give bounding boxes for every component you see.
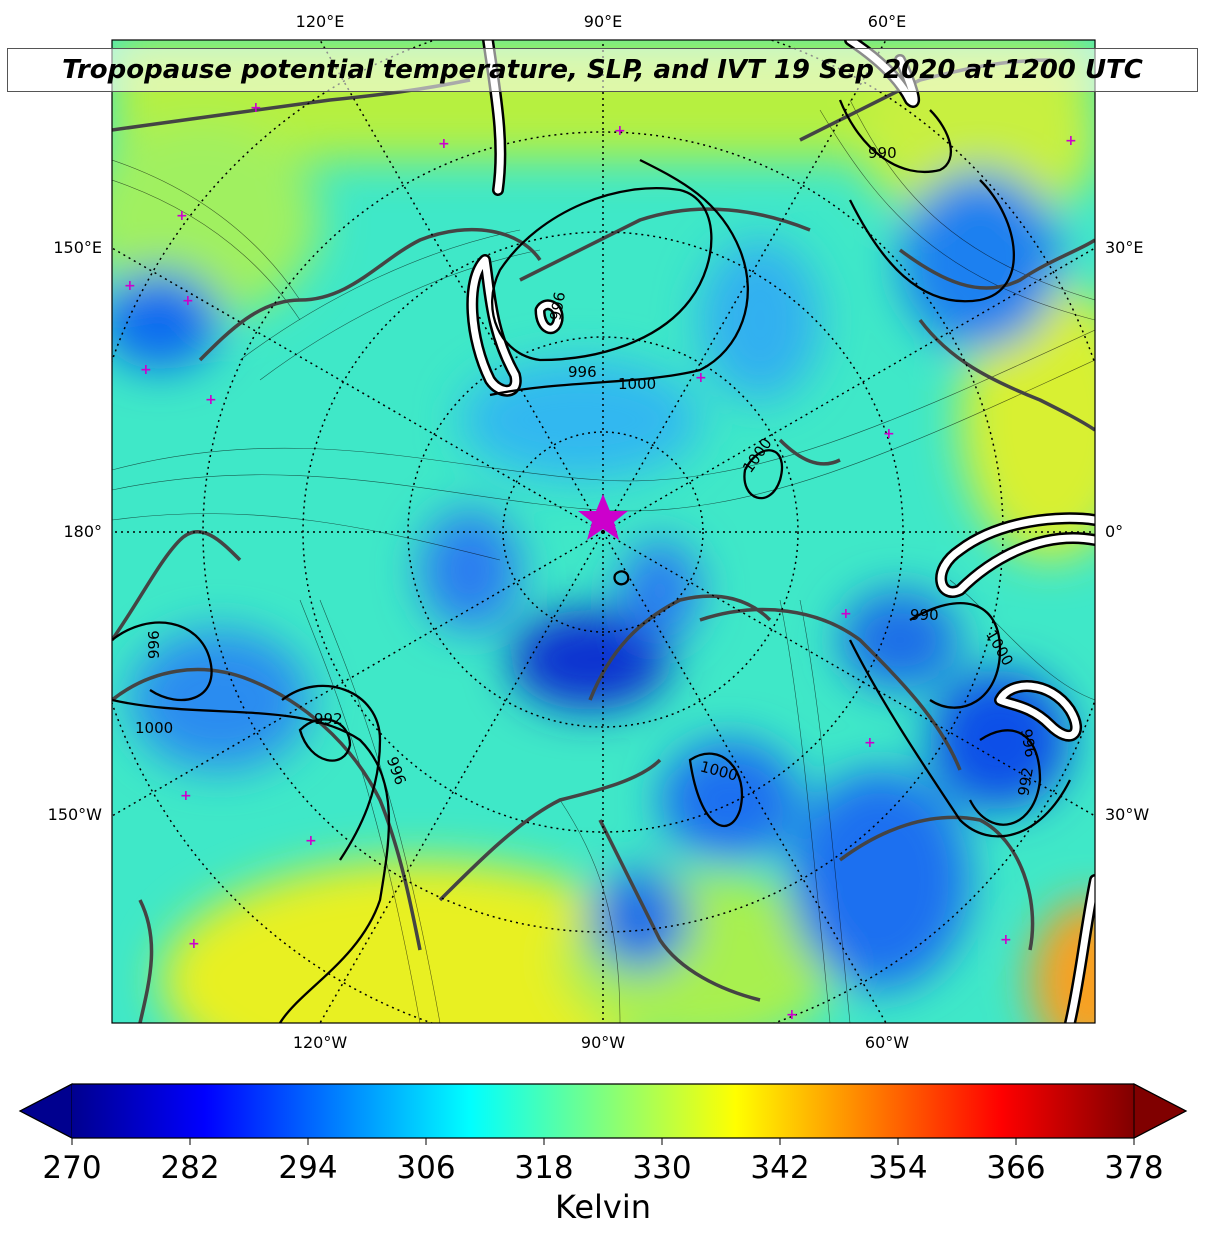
plus-marker: + bbox=[1000, 932, 1012, 948]
plus-marker: + bbox=[180, 788, 192, 804]
colorbar-tick-label: 294 bbox=[278, 1150, 337, 1186]
title-box: Tropopause potential temperature, SLP, a… bbox=[7, 48, 1198, 92]
map-panel: 996 1000 1000 990 1000 996 992 996 1000 … bbox=[112, 40, 1095, 1023]
plus-marker: + bbox=[438, 136, 450, 152]
lon-label-bottom: 90°W bbox=[581, 1033, 625, 1052]
slp-contour-label: 1000 bbox=[135, 719, 173, 737]
plus-marker: + bbox=[182, 293, 194, 309]
plus-marker: + bbox=[864, 735, 876, 751]
lon-label-bottom: 60°W bbox=[865, 1033, 909, 1052]
graticule bbox=[112, 40, 1095, 1023]
plus-marker: + bbox=[250, 100, 262, 116]
colorbar-tick-label: 354 bbox=[868, 1150, 927, 1186]
plus-marker: + bbox=[695, 370, 707, 386]
plus-marker: + bbox=[188, 936, 200, 952]
star-icon bbox=[578, 494, 628, 540]
colorbar-tick-label: 282 bbox=[160, 1150, 219, 1186]
plus-marker: + bbox=[140, 362, 152, 378]
colorbar-label: Kelvin bbox=[555, 1188, 651, 1226]
colorbar-tick-label: 366 bbox=[986, 1150, 1045, 1186]
plus-marker: + bbox=[840, 606, 852, 622]
map-title: Tropopause potential temperature, SLP, a… bbox=[62, 55, 1143, 85]
slp-contour-label: 996 bbox=[1017, 727, 1040, 758]
colorbar-tick-label: 378 bbox=[1104, 1150, 1163, 1186]
colorbar-extend-max bbox=[1133, 1083, 1188, 1139]
plus-marker: + bbox=[176, 208, 188, 224]
plus-marker: + bbox=[1065, 133, 1077, 149]
slp-contours bbox=[112, 99, 1072, 1023]
colorbar-tick-label: 318 bbox=[514, 1150, 573, 1186]
colorbar-ticks: 270 282 294 306 318 330 342 354 366 378 bbox=[42, 1138, 1164, 1186]
slp-contour-label: 996 bbox=[145, 630, 163, 659]
slp-contour-label: 1000 bbox=[618, 375, 656, 393]
colorbar-gradient bbox=[72, 1084, 1134, 1138]
lon-label-bottom: 120°W bbox=[293, 1033, 348, 1052]
plus-marker: + bbox=[786, 1007, 798, 1023]
slp-contour-label: 996 bbox=[568, 363, 597, 381]
longitude-labels: 120°E 90°E 60°E 120°W 90°W 60°W 150°E 18… bbox=[48, 12, 1150, 1052]
plus-marker: + bbox=[614, 123, 626, 139]
slp-contour-label: 992 bbox=[1014, 766, 1037, 797]
colorbar-tick-label: 306 bbox=[396, 1150, 455, 1186]
station-markers: + + + + + + + + + + + + + + + + + + bbox=[124, 100, 1077, 1023]
plus-marker: + bbox=[124, 278, 136, 294]
slp-contour-label: 996 bbox=[546, 290, 569, 321]
colorbar-tick-label: 342 bbox=[750, 1150, 809, 1186]
lon-label-top: 60°E bbox=[868, 12, 906, 31]
slp-contour-label: 992 bbox=[314, 710, 343, 728]
lon-label-left: 150°E bbox=[53, 238, 102, 257]
lon-label-left: 150°W bbox=[48, 805, 103, 824]
colorbar-tick-label: 330 bbox=[632, 1150, 691, 1186]
lon-label-top: 120°E bbox=[296, 12, 345, 31]
lon-label-top: 90°E bbox=[584, 12, 622, 31]
lon-label-right: 30°W bbox=[1105, 805, 1149, 824]
plus-marker: + bbox=[205, 392, 217, 408]
lon-label-left: 180° bbox=[63, 522, 102, 541]
lon-label-right: 30°E bbox=[1105, 238, 1143, 257]
lon-label-right: 0° bbox=[1105, 522, 1123, 541]
colorbar: 270 282 294 306 318 330 342 354 366 378 Kelvin bbox=[18, 1083, 1188, 1226]
slp-contour-label-group: 996 1000 1000 990 1000 996 992 996 1000 … bbox=[135, 144, 1040, 797]
plus-marker: + bbox=[305, 833, 317, 849]
map-frame bbox=[111, 39, 1096, 1024]
colorbar-extend-min bbox=[18, 1083, 73, 1139]
colorbar-tick-label: 270 bbox=[42, 1150, 101, 1186]
slp-contour-label: 990 bbox=[910, 606, 939, 624]
slp-contour-label: 990 bbox=[868, 144, 897, 162]
plus-marker: + bbox=[883, 426, 895, 442]
